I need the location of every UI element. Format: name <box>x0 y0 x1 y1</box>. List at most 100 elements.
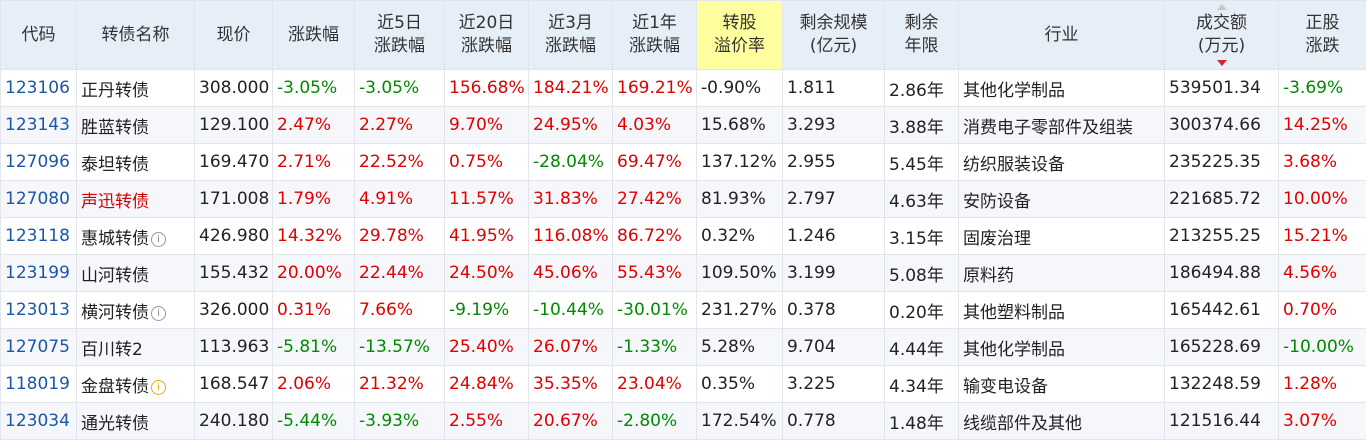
col-header-m3[interactable]: 近3月 涨跌幅 <box>528 0 613 70</box>
cell-y1: 4.03% <box>612 106 697 144</box>
cell-turnover: 539501.34 <box>1164 69 1279 107</box>
cell-d20: 2.55% <box>444 402 529 440</box>
bond-code-link[interactable]: 123013 <box>0 291 77 329</box>
cell-industry: 其他化学制品 <box>958 328 1165 366</box>
bond-name[interactable]: 金盘转债 <box>81 376 149 397</box>
bond-code-link[interactable]: 123143 <box>0 106 77 144</box>
cell-stock-chg: 14.25% <box>1278 106 1366 144</box>
bond-name-cell[interactable]: 百川转2 <box>76 328 195 366</box>
cell-scale: 9.704 <box>782 328 885 366</box>
bond-code-link[interactable]: 127096 <box>0 143 77 181</box>
cell-chg: 1.79% <box>272 180 355 218</box>
col-header-chg[interactable]: 涨跌幅 <box>272 0 355 70</box>
cell-chg: 0.31% <box>272 291 355 329</box>
cell-premium: 137.12% <box>696 143 783 181</box>
cell-industry: 安防设备 <box>958 180 1165 218</box>
cell-scale: 1.811 <box>782 69 885 107</box>
table-row[interactable]: 127080 声迅转债 171.008 1.79% 4.91% 11.57% 31.83% 2… <box>0 180 1366 218</box>
bond-name[interactable]: 山河转债 <box>81 265 149 286</box>
col-header-code[interactable]: 代码 <box>0 0 77 70</box>
cell-m3: 45.06% <box>528 254 613 292</box>
bond-name-cell[interactable]: 胜蓝转债 <box>76 106 195 144</box>
bond-name[interactable]: 胜蓝转债 <box>81 117 149 138</box>
cell-turnover: 165228.69 <box>1164 328 1279 366</box>
bond-code-link[interactable]: 123106 <box>0 69 77 107</box>
bond-name-cell[interactable]: 正丹转债 <box>76 69 195 107</box>
bond-name-cell[interactable]: 声迅转债 <box>76 180 195 218</box>
col-header-industry[interactable]: 行业 <box>958 0 1165 70</box>
bond-code-link[interactable]: 123034 <box>0 402 77 440</box>
bond-name[interactable]: 通光转债 <box>81 413 149 434</box>
bond-name-cell[interactable]: 惠城转债 i <box>76 217 195 255</box>
table-row[interactable]: 127096 泰坦转债 169.470 2.71% 22.52% 0.75% -28.04%… <box>0 143 1366 181</box>
bond-name-cell[interactable]: 泰坦转债 <box>76 143 195 181</box>
cell-turnover: 165442.61 <box>1164 291 1279 329</box>
bond-name-cell[interactable]: 通光转债 <box>76 402 195 440</box>
info-circle-icon[interactable]: i <box>151 305 166 321</box>
col-header-y1[interactable]: 近1年 涨跌幅 <box>612 0 697 70</box>
cell-chg: 2.71% <box>272 143 355 181</box>
cell-chg: -5.81% <box>272 328 355 366</box>
col-header-d5[interactable]: 近5日 涨跌幅 <box>354 0 445 70</box>
cell-industry: 原料药 <box>958 254 1165 292</box>
cell-y1: -1.33% <box>612 328 697 366</box>
col-header-turnover[interactable]: 成交额 (万元) <box>1164 0 1279 70</box>
table-row[interactable]: 123106 正丹转债 308.000 -3.05% -3.05% 156.68% 184.… <box>0 69 1366 107</box>
bond-name[interactable]: 横河转债 <box>81 302 149 323</box>
cell-industry: 其他化学制品 <box>958 69 1165 107</box>
bond-name[interactable]: 声迅转债 <box>81 191 149 212</box>
cell-stock-chg: -3.69% <box>1278 69 1366 107</box>
col-header-stock-chg[interactable]: 正股 涨跌 <box>1278 0 1366 70</box>
bond-code-link[interactable]: 127080 <box>0 180 77 218</box>
cell-y1: 23.04% <box>612 365 697 403</box>
cell-price: 308.000 <box>194 69 273 107</box>
bond-name[interactable]: 惠城转债 <box>81 228 149 249</box>
col-header-scale[interactable]: 剩余规模 (亿元) <box>782 0 885 70</box>
cell-price: 129.100 <box>194 106 273 144</box>
sort-asc-icon[interactable] <box>1216 4 1227 10</box>
bond-code-link[interactable]: 127075 <box>0 328 77 366</box>
table-row[interactable]: 123118 惠城转债 i 426.980 14.32% 29.78% 41.95% 116.… <box>0 217 1366 255</box>
cell-d20: 24.50% <box>444 254 529 292</box>
table-row[interactable]: 123034 通光转债 240.180 -5.44% -3.93% 2.55% 20.67%… <box>0 402 1366 440</box>
header-row: 代码 转债名称 现价 涨跌幅 近5日 涨跌幅 近20日 涨跌幅 近3月 涨跌幅 近1年 涨跌幅 转股 溢价… <box>0 0 1366 70</box>
table-row[interactable]: 123143 胜蓝转债 129.100 2.47% 2.27% 9.70% 24.95% 4.… <box>0 106 1366 144</box>
col-header-name[interactable]: 转债名称 <box>76 0 195 70</box>
col-header-price[interactable]: 现价 <box>194 0 273 70</box>
col-header-premium[interactable]: 转股 溢价率 <box>696 0 783 70</box>
info-circle-icon[interactable]: i <box>151 231 166 247</box>
cell-turnover: 300374.66 <box>1164 106 1279 144</box>
cell-years: 5.08年 <box>884 254 959 292</box>
cell-stock-chg: 3.68% <box>1278 143 1366 181</box>
cell-chg: 2.47% <box>272 106 355 144</box>
info-circle-icon[interactable]: i <box>151 379 166 395</box>
cell-premium: 231.27% <box>696 291 783 329</box>
cell-d5: 21.32% <box>354 365 445 403</box>
bond-name-cell[interactable]: 横河转债 i <box>76 291 195 329</box>
cell-industry: 消费电子零部件及组装 <box>958 106 1165 144</box>
cell-industry: 线缆部件及其他 <box>958 402 1165 440</box>
cell-stock-chg: 3.07% <box>1278 402 1366 440</box>
cell-m3: 35.35% <box>528 365 613 403</box>
cell-d5: 4.91% <box>354 180 445 218</box>
col-header-years[interactable]: 剩余 年限 <box>884 0 959 70</box>
table-row[interactable]: 123199 山河转债 155.432 20.00% 22.44% 24.50% 45.06… <box>0 254 1366 292</box>
bond-name[interactable]: 泰坦转债 <box>81 154 149 175</box>
table-row[interactable]: 127075 百川转2 113.963 -5.81% -13.57% 25.40% 26.0… <box>0 328 1366 366</box>
cell-d20: 156.68% <box>444 69 529 107</box>
bond-name[interactable]: 正丹转债 <box>81 80 149 101</box>
cell-m3: 116.08% <box>528 217 613 255</box>
bond-code-link[interactable]: 118019 <box>0 365 77 403</box>
col-header-d20[interactable]: 近20日 涨跌幅 <box>444 0 529 70</box>
bond-code-link[interactable]: 123199 <box>0 254 77 292</box>
cell-m3: 184.21% <box>528 69 613 107</box>
cell-d5: 22.52% <box>354 143 445 181</box>
sort-desc-icon[interactable] <box>1216 60 1227 66</box>
bond-name-cell[interactable]: 金盘转债 i <box>76 365 195 403</box>
bond-name[interactable]: 百川转2 <box>81 339 143 360</box>
bond-code-link[interactable]: 123118 <box>0 217 77 255</box>
cell-d5: 7.66% <box>354 291 445 329</box>
table-row[interactable]: 118019 金盘转债 i 168.547 2.06% 21.32% 24.84% 35.35… <box>0 365 1366 403</box>
table-row[interactable]: 123013 横河转债 i 326.000 0.31% 7.66% -9.19% -10.44… <box>0 291 1366 329</box>
bond-name-cell[interactable]: 山河转债 <box>76 254 195 292</box>
